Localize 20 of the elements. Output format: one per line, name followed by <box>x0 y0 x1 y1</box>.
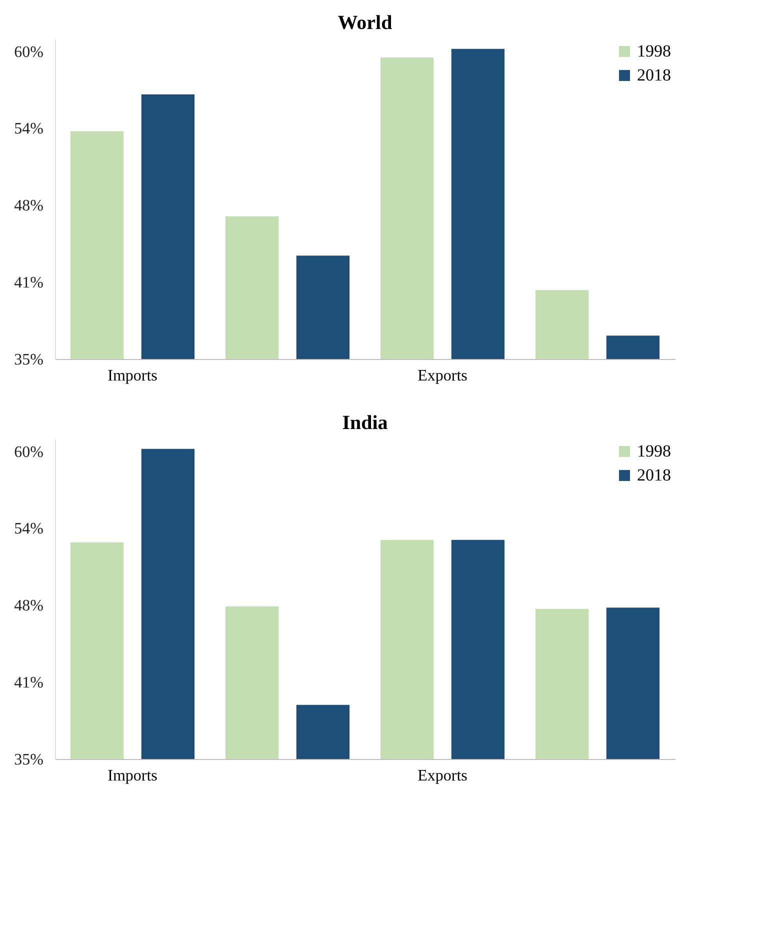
y-tick-label: 41% <box>14 674 44 692</box>
y-tick-label: 35% <box>14 752 44 768</box>
y-tick-label: 60% <box>14 44 44 61</box>
y-tick-label: 35% <box>14 352 44 368</box>
y-tick-label: 48% <box>14 598 44 615</box>
legend-label: 2018 <box>637 66 671 84</box>
chart-title: India <box>342 412 388 434</box>
y-tick-label: 54% <box>14 120 44 138</box>
chart-title: World <box>338 12 392 34</box>
y-tick-label: 41% <box>14 274 44 292</box>
x-tick-label: Exports <box>418 768 468 784</box>
legend-label: 1998 <box>637 442 671 460</box>
legend-label: 2018 <box>637 466 671 484</box>
y-tick-label: 60% <box>14 444 44 461</box>
x-tick-label: Imports <box>108 368 158 384</box>
x-tick-label: Imports <box>108 768 158 784</box>
x-tick-label: Exports <box>418 368 468 384</box>
legend-label: 1998 <box>637 42 671 60</box>
y-tick-label: 48% <box>14 198 44 215</box>
y-tick-label: 54% <box>14 520 44 538</box>
